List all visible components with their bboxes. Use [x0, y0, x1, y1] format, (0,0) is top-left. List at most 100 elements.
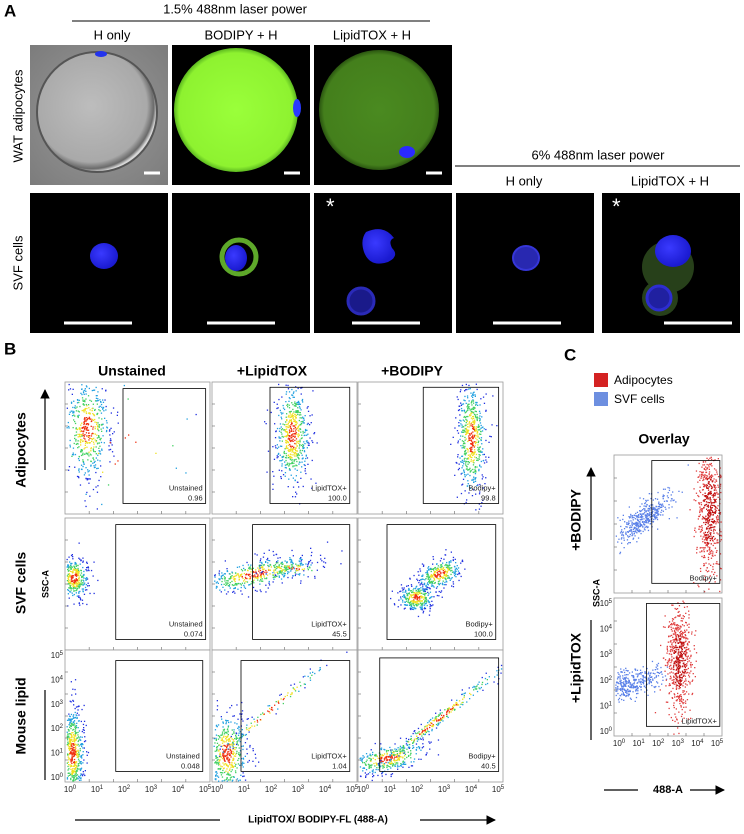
- event-dot: [216, 759, 218, 761]
- y-tick-label: 104: [51, 675, 64, 685]
- event-dot: [429, 726, 431, 729]
- event-dot: [77, 583, 79, 585]
- event-dot: [231, 769, 233, 771]
- event-dot: [229, 707, 231, 709]
- gate: [386, 524, 497, 640]
- event-dot: [439, 574, 441, 576]
- event-dot: [291, 693, 293, 695]
- event-dot: [254, 721, 256, 723]
- event-dot: [303, 451, 306, 453]
- tick-base: 10: [438, 785, 447, 794]
- event-dot: [75, 569, 77, 571]
- event-dot: [97, 428, 99, 431]
- event-dot: [413, 740, 415, 742]
- event-dot: [270, 411, 272, 414]
- event-dot: [72, 588, 74, 590]
- event-dot: [69, 561, 71, 563]
- event-dot: [391, 756, 393, 758]
- event-dot: [428, 601, 430, 604]
- event-dot: [375, 753, 377, 756]
- event-dot: [432, 563, 434, 565]
- event-dot: [390, 760, 392, 763]
- event-dot: [84, 736, 86, 738]
- event-dot: [448, 568, 450, 570]
- event-dot: [224, 580, 226, 582]
- event-dot: [97, 459, 99, 461]
- event-dot: [233, 755, 235, 757]
- event-dot: [324, 557, 326, 559]
- event-dot: [85, 452, 87, 454]
- event-dot: [227, 582, 229, 584]
- event-dot: [404, 597, 406, 599]
- event-dot: [79, 736, 82, 738]
- event-dot: [86, 751, 88, 753]
- event-dot: [307, 564, 309, 566]
- event-dot: [82, 591, 84, 593]
- event-dot: [80, 779, 82, 781]
- event-dot: [76, 595, 78, 597]
- event-dot: [78, 755, 80, 757]
- event-dot: [394, 604, 396, 606]
- event-dot: [80, 559, 82, 561]
- event-dot: [302, 430, 304, 433]
- event-dot: [297, 564, 300, 566]
- event-dot: [416, 597, 419, 599]
- event-dot: [273, 554, 275, 556]
- event-dot: [69, 411, 71, 413]
- event-dot: [79, 748, 81, 750]
- event-dot: [71, 774, 73, 776]
- event-dot: [444, 709, 446, 711]
- event-dot: [78, 586, 81, 588]
- event-dot: [241, 713, 243, 715]
- event-dot: [652, 521, 654, 523]
- event-dot: [410, 584, 413, 586]
- event-dot: [227, 591, 229, 593]
- event-dot: [422, 743, 424, 745]
- event-dot: [295, 411, 297, 413]
- event-dot: [470, 450, 473, 453]
- event-dot: [73, 582, 75, 584]
- event-dot: [71, 760, 73, 762]
- event-dot: [84, 420, 86, 422]
- event-dot: [383, 763, 386, 765]
- event-dot: [238, 737, 240, 739]
- event-dot: [224, 560, 226, 562]
- event-dot: [278, 702, 280, 704]
- event-dot: [644, 524, 646, 526]
- event-dot: [413, 587, 415, 590]
- event-dot: [450, 570, 452, 572]
- event-dot: [496, 674, 498, 676]
- event-dot: [294, 432, 296, 434]
- event-dot: [486, 461, 488, 463]
- event-dot: [82, 454, 84, 456]
- event-dot: [472, 394, 475, 396]
- event-dot: [472, 428, 475, 430]
- event-dot: [289, 427, 292, 429]
- event-dot: [479, 428, 481, 431]
- event-dot: [289, 438, 291, 440]
- event-dot: [224, 589, 226, 591]
- event-dot: [434, 579, 436, 581]
- event-dot: [295, 464, 297, 466]
- event-dot: [249, 744, 251, 747]
- event-dot: [72, 765, 74, 767]
- event-dot: [441, 583, 443, 585]
- event-dot: [74, 775, 76, 778]
- event-dot: [429, 724, 431, 726]
- event-dot: [69, 715, 71, 718]
- tick-exponent: 5: [208, 785, 212, 791]
- event-dot: [281, 470, 283, 472]
- event-dot: [302, 485, 304, 488]
- event-dot: [94, 418, 96, 421]
- event-dot: [68, 597, 70, 599]
- event-dot: [72, 753, 74, 756]
- event-dot: [245, 733, 247, 736]
- event-dot: [470, 439, 472, 441]
- event-dot: [402, 760, 404, 762]
- event-dot: [307, 576, 309, 578]
- x-tick-label: 100: [211, 785, 224, 795]
- event-dot: [667, 492, 669, 494]
- event-dot: [70, 718, 72, 721]
- event-dot: [425, 597, 427, 599]
- event-dot: [237, 573, 239, 575]
